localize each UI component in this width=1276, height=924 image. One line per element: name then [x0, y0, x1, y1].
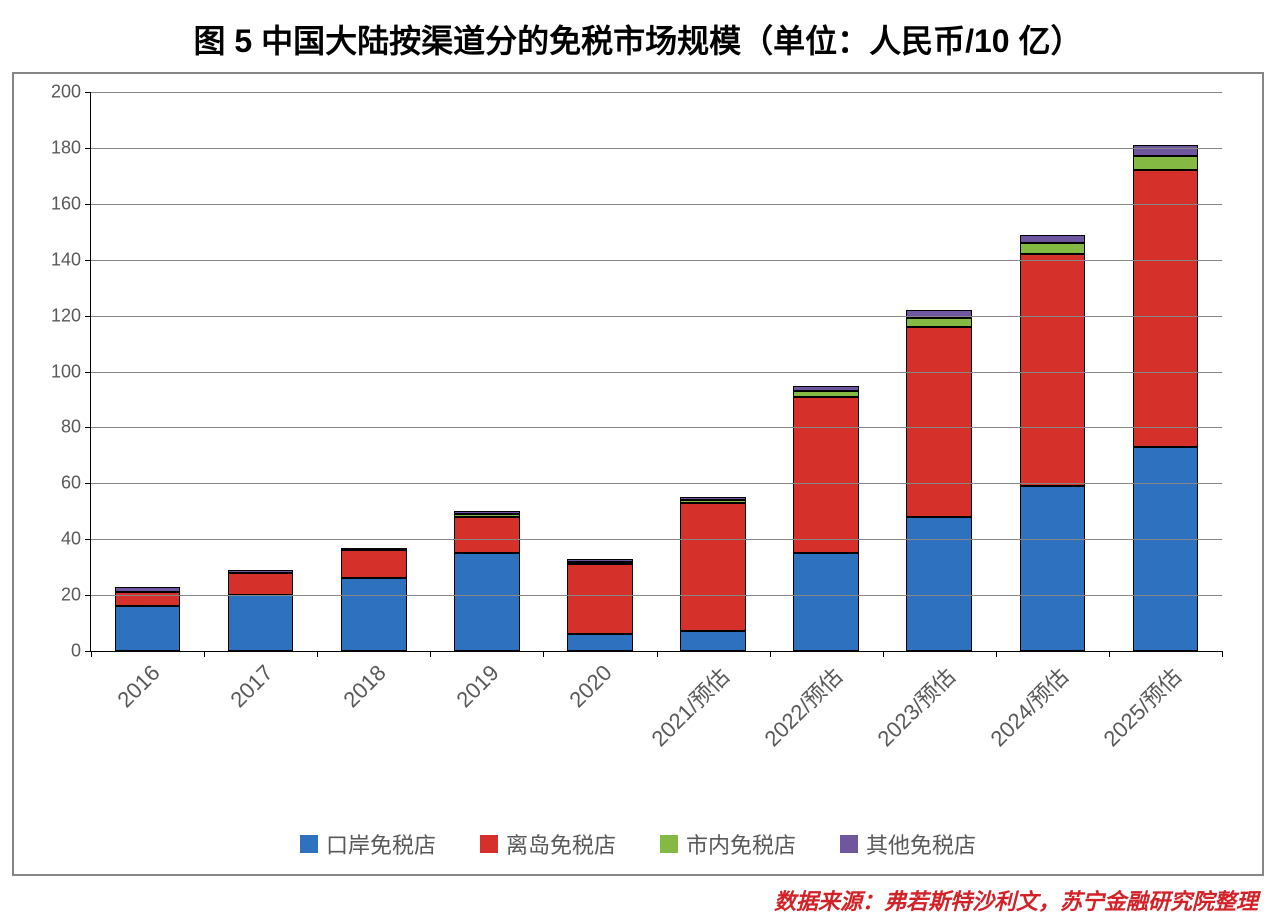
- legend-swatch: [660, 835, 678, 853]
- x-tick-label: 2025/预估: [1095, 660, 1188, 753]
- y-tick-mark: [85, 539, 91, 540]
- bar-segment-port: [906, 517, 972, 651]
- chart-frame: 020406080100120140160180200 2016 2017 2018…: [12, 72, 1264, 876]
- bar-group: [567, 559, 633, 651]
- x-axis-labels: 2016 2017 2018 2019 2020 2021/预估2022/预估2023/预…: [90, 652, 1222, 822]
- x-tick-mark: [1222, 651, 1223, 657]
- bar-segment-port: [341, 578, 407, 651]
- gridline: [91, 539, 1222, 540]
- bar-segment-port: [567, 634, 633, 651]
- legend-swatch: [840, 835, 858, 853]
- x-tick-label: 2024/预估: [982, 660, 1075, 753]
- bar-segment-city: [906, 318, 972, 326]
- legend-label: 离岛免税店: [506, 828, 616, 860]
- y-tick-mark: [85, 92, 91, 93]
- legend-label: 其他免税店: [866, 828, 976, 860]
- bar-group: [793, 385, 859, 651]
- bar-group: [454, 511, 520, 651]
- legend-item-other: 其他免税店: [840, 828, 976, 860]
- legend-swatch: [300, 835, 318, 853]
- bar-segment-port: [793, 553, 859, 651]
- y-tick-mark: [85, 148, 91, 149]
- gridline: [91, 483, 1222, 484]
- y-tick-mark: [85, 316, 91, 317]
- bar-segment-island: [906, 327, 972, 517]
- gridline: [91, 372, 1222, 373]
- y-tick-mark: [85, 204, 91, 205]
- x-tick-label: 2020: [565, 660, 618, 713]
- gridline: [91, 316, 1222, 317]
- bar-segment-island: [454, 517, 520, 553]
- legend-label: 市内免税店: [686, 828, 796, 860]
- x-tick-label: 2022/预估: [756, 660, 849, 753]
- bar-segment-island: [680, 503, 746, 632]
- bar-group: [1133, 145, 1199, 651]
- legend-item-city: 市内免税店: [660, 828, 796, 860]
- bar-segment-port: [680, 631, 746, 651]
- bar-group: [1020, 235, 1086, 651]
- bar-segment-port: [228, 595, 294, 651]
- gridline: [91, 427, 1222, 428]
- bar-segment-city: [1133, 156, 1199, 170]
- legend-item-port: 口岸免税店: [300, 828, 436, 860]
- gridline: [91, 148, 1222, 149]
- y-tick-mark: [85, 372, 91, 373]
- y-tick-mark: [85, 595, 91, 596]
- bar-group: [228, 570, 294, 651]
- legend: 口岸免税店 离岛免税店 市内免税店 其他免税店: [36, 828, 1240, 860]
- bar-segment-port: [1133, 447, 1199, 651]
- bar-segment-city: [1020, 243, 1086, 254]
- y-tick-mark: [85, 427, 91, 428]
- gridline: [91, 204, 1222, 205]
- bar-segment-island: [1020, 254, 1086, 486]
- bar-segment-port: [115, 606, 181, 651]
- x-tick-label: 2016: [112, 660, 165, 713]
- y-tick-mark: [85, 483, 91, 484]
- bar-group: [341, 548, 407, 651]
- bar-group: [115, 587, 181, 651]
- bar-segment-port: [1020, 486, 1086, 651]
- x-tick-label: 2019: [452, 660, 505, 713]
- bar-segment-other: [906, 310, 972, 318]
- x-tick-label: 2018: [338, 660, 391, 713]
- bar-segment-port: [454, 553, 520, 651]
- bar-segment-island: [228, 573, 294, 595]
- legend-label: 口岸免税店: [326, 828, 436, 860]
- bar-segment-other: [1020, 235, 1086, 243]
- gridline: [91, 92, 1222, 93]
- legend-swatch: [480, 835, 498, 853]
- x-tick-label: 2021/预估: [643, 660, 736, 753]
- plot-area: 020406080100120140160180200: [90, 92, 1222, 652]
- legend-item-island: 离岛免税店: [480, 828, 616, 860]
- gridline: [91, 595, 1222, 596]
- x-tick-label: 2017: [225, 660, 278, 713]
- bar-group: [680, 497, 746, 651]
- chart-title: 图 5 中国大陆按渠道分的免税市场规模（单位：人民币/10 亿）: [12, 16, 1264, 62]
- y-tick-mark: [85, 260, 91, 261]
- source-attribution: 数据来源：弗若斯特沙利文，苏宁金融研究院整理: [12, 884, 1264, 916]
- gridline: [91, 260, 1222, 261]
- bar-segment-other: [1133, 145, 1199, 156]
- bar-group: [906, 310, 972, 651]
- bar-segment-island: [567, 564, 633, 634]
- bar-segment-island: [793, 397, 859, 554]
- bar-segment-island: [341, 550, 407, 578]
- bar-segment-island: [1133, 170, 1199, 447]
- x-tick-label: 2023/预估: [869, 660, 962, 753]
